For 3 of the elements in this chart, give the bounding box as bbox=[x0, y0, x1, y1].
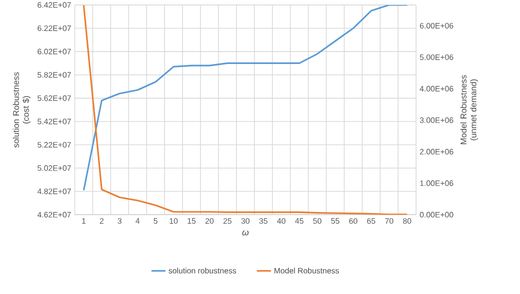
y2-axis-title: Model Robustness (unmet demand) bbox=[460, 75, 478, 144]
x-axis-title: ω bbox=[242, 230, 249, 236]
y-axis-title: solution Robustness (cost $) bbox=[12, 72, 31, 148]
